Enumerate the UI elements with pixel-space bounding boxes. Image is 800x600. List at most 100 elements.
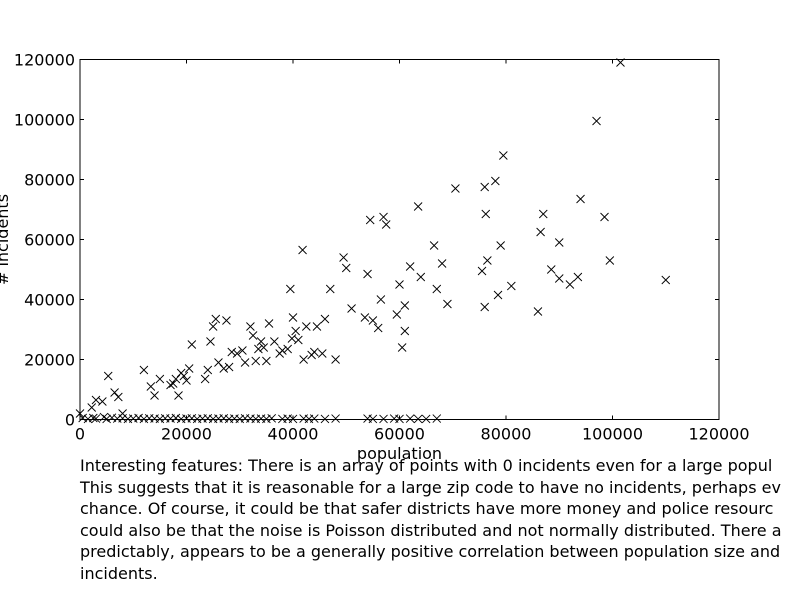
data-point: [554, 274, 564, 283]
data-point: [538, 209, 548, 219]
data-point: [320, 414, 330, 424]
data-point: [251, 356, 261, 366]
data-point: [102, 414, 111, 424]
data-point: [187, 340, 197, 349]
data-point: [451, 184, 460, 193]
data-points: [75, 58, 671, 424]
data-point: [496, 241, 505, 250]
data-point: [365, 215, 375, 225]
data-point: [246, 322, 255, 331]
data-point: [413, 414, 423, 424]
data-point: [294, 335, 303, 345]
data-point: [397, 343, 407, 352]
data-point: [661, 275, 671, 285]
data-point: [200, 374, 210, 384]
data-point: [429, 241, 439, 250]
data-point: [421, 414, 431, 424]
x-axis-label: population: [357, 444, 442, 463]
data-point: [166, 380, 175, 390]
caption: Interesting features: There is an array …: [80, 455, 800, 585]
data-point: [320, 314, 330, 324]
data-point: [546, 265, 556, 274]
data-point: [179, 371, 189, 381]
caption-line: could also be that the noise is Poisson …: [80, 520, 782, 540]
axis-tick-labels: 0 20000 40000 60000 80000 100000 120000 0 20000 4…: [14, 51, 750, 444]
data-point: [443, 299, 452, 309]
y-tick-label: 20000: [24, 351, 75, 370]
data-point: [381, 220, 391, 229]
x-tick-label: 20000: [161, 425, 212, 444]
data-point: [291, 326, 300, 336]
data-point: [283, 344, 292, 354]
data-point: [206, 337, 215, 346]
data-point: [413, 202, 423, 211]
caption-line: predictably, appears to be a generally p…: [80, 542, 781, 562]
data-point: [480, 302, 490, 312]
y-axis-label: # incidents: [0, 194, 12, 285]
data-point: [368, 414, 378, 424]
x-tick-label: 100000: [582, 425, 643, 444]
data-point: [174, 391, 183, 400]
data-point: [240, 358, 250, 367]
y-tick-label: 40000: [24, 291, 75, 310]
data-point: [155, 374, 165, 384]
data-point: [286, 284, 295, 294]
data-point: [347, 304, 356, 313]
data-point: [203, 365, 213, 375]
data-point: [262, 356, 271, 366]
data-point: [373, 323, 383, 333]
data-point: [341, 263, 351, 273]
caption-line: This suggests that it is reasonable for …: [80, 477, 781, 497]
data-point: [507, 281, 516, 291]
data-point: [301, 322, 311, 331]
axis-ticks: [79, 59, 720, 420]
data-point: [88, 413, 98, 423]
y-tick-label: 120000: [14, 51, 75, 70]
data-point: [83, 414, 93, 424]
data-point: [168, 379, 178, 388]
data-point: [395, 280, 404, 289]
data-point: [171, 374, 181, 384]
data-point: [437, 259, 447, 268]
data-point: [91, 414, 101, 423]
data-point: [363, 269, 372, 279]
data-point: [480, 182, 490, 192]
data-point: [392, 310, 402, 319]
data-point: [565, 280, 575, 289]
data-point: [483, 256, 492, 265]
data-point: [331, 355, 340, 364]
data-point: [256, 337, 266, 346]
data-point: [211, 314, 221, 324]
data-point: [376, 295, 386, 304]
data-point: [232, 349, 242, 358]
y-tick-label: 60000: [24, 231, 75, 250]
data-point: [248, 331, 258, 340]
data-point: [288, 313, 298, 322]
x-tick-label: 80000: [481, 425, 532, 444]
data-point: [576, 194, 585, 204]
x-tick-label: 0: [75, 425, 85, 444]
data-point: [222, 316, 231, 325]
caption-line: chance. Of course, it could be that safe…: [80, 499, 774, 519]
data-point: [379, 414, 388, 424]
data-point: [592, 116, 601, 126]
data-point: [299, 355, 308, 364]
data-point: [278, 346, 287, 355]
data-point: [477, 266, 487, 276]
data-point: [432, 284, 442, 294]
data-point: [103, 371, 113, 381]
data-point: [536, 227, 545, 237]
x-tick-label: 40000: [268, 425, 319, 444]
data-point: [264, 319, 274, 328]
data-point: [224, 362, 234, 372]
data-point: [238, 346, 247, 355]
data-point: [208, 322, 218, 331]
data-point: [416, 272, 426, 282]
data-point: [139, 365, 149, 375]
data-point: [312, 322, 322, 331]
y-tick-label: 0: [65, 411, 75, 430]
data-point: [267, 413, 277, 423]
caption-line: incidents.: [80, 563, 158, 583]
y-tick-label: 100000: [14, 111, 75, 130]
